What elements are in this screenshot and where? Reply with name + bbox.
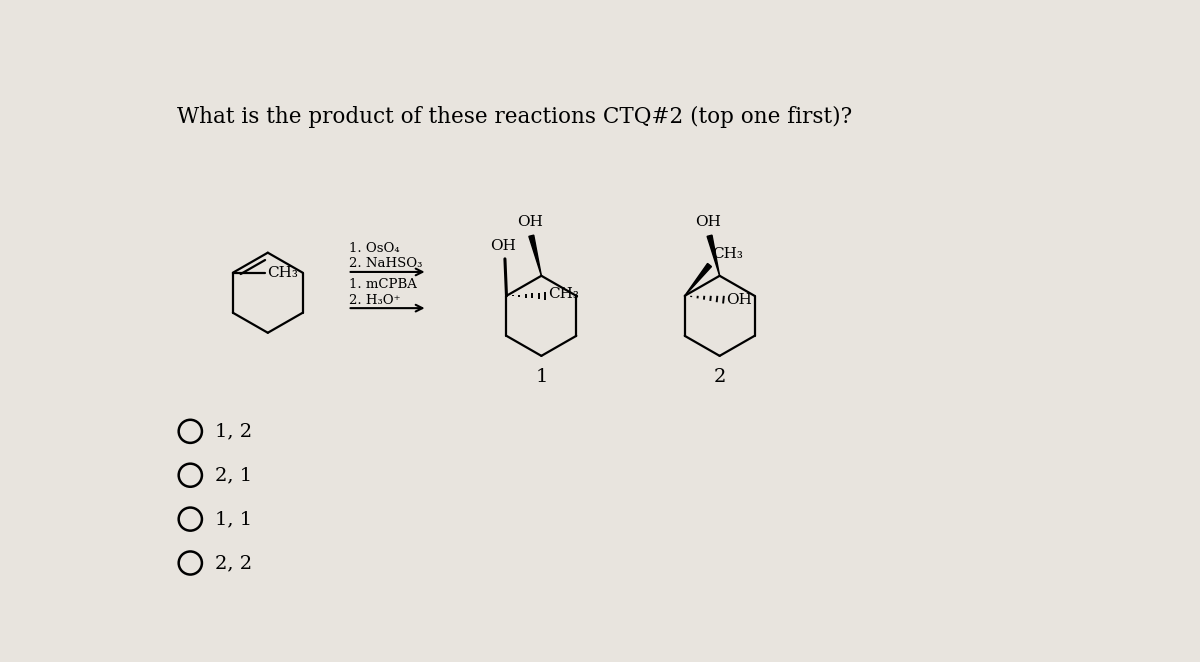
Text: OH: OH [695, 215, 721, 229]
Text: OH: OH [726, 293, 752, 307]
Text: 2: 2 [714, 369, 726, 387]
Text: What is the product of these reactions CTQ#2 (top one first)?: What is the product of these reactions C… [178, 106, 852, 128]
Text: 1: 1 [535, 369, 547, 387]
Text: OH: OH [517, 215, 542, 229]
Text: 1. OsO₄: 1. OsO₄ [349, 242, 400, 255]
Text: 1, 2: 1, 2 [215, 422, 252, 440]
Text: 2, 2: 2, 2 [215, 554, 252, 572]
Text: 2, 1: 2, 1 [215, 466, 252, 484]
Text: 1, 1: 1, 1 [215, 510, 252, 528]
Text: CH₃: CH₃ [713, 247, 744, 261]
Text: 2. NaHSO₃: 2. NaHSO₃ [349, 258, 422, 270]
Polygon shape [685, 263, 712, 296]
Polygon shape [707, 235, 720, 276]
Text: 2. H₃O⁺: 2. H₃O⁺ [349, 293, 401, 307]
Text: CH₃: CH₃ [266, 265, 298, 280]
Text: CH₃: CH₃ [548, 287, 580, 301]
Text: 1. mCPBA: 1. mCPBA [349, 278, 418, 291]
Polygon shape [529, 235, 541, 276]
Text: OH: OH [491, 239, 516, 253]
